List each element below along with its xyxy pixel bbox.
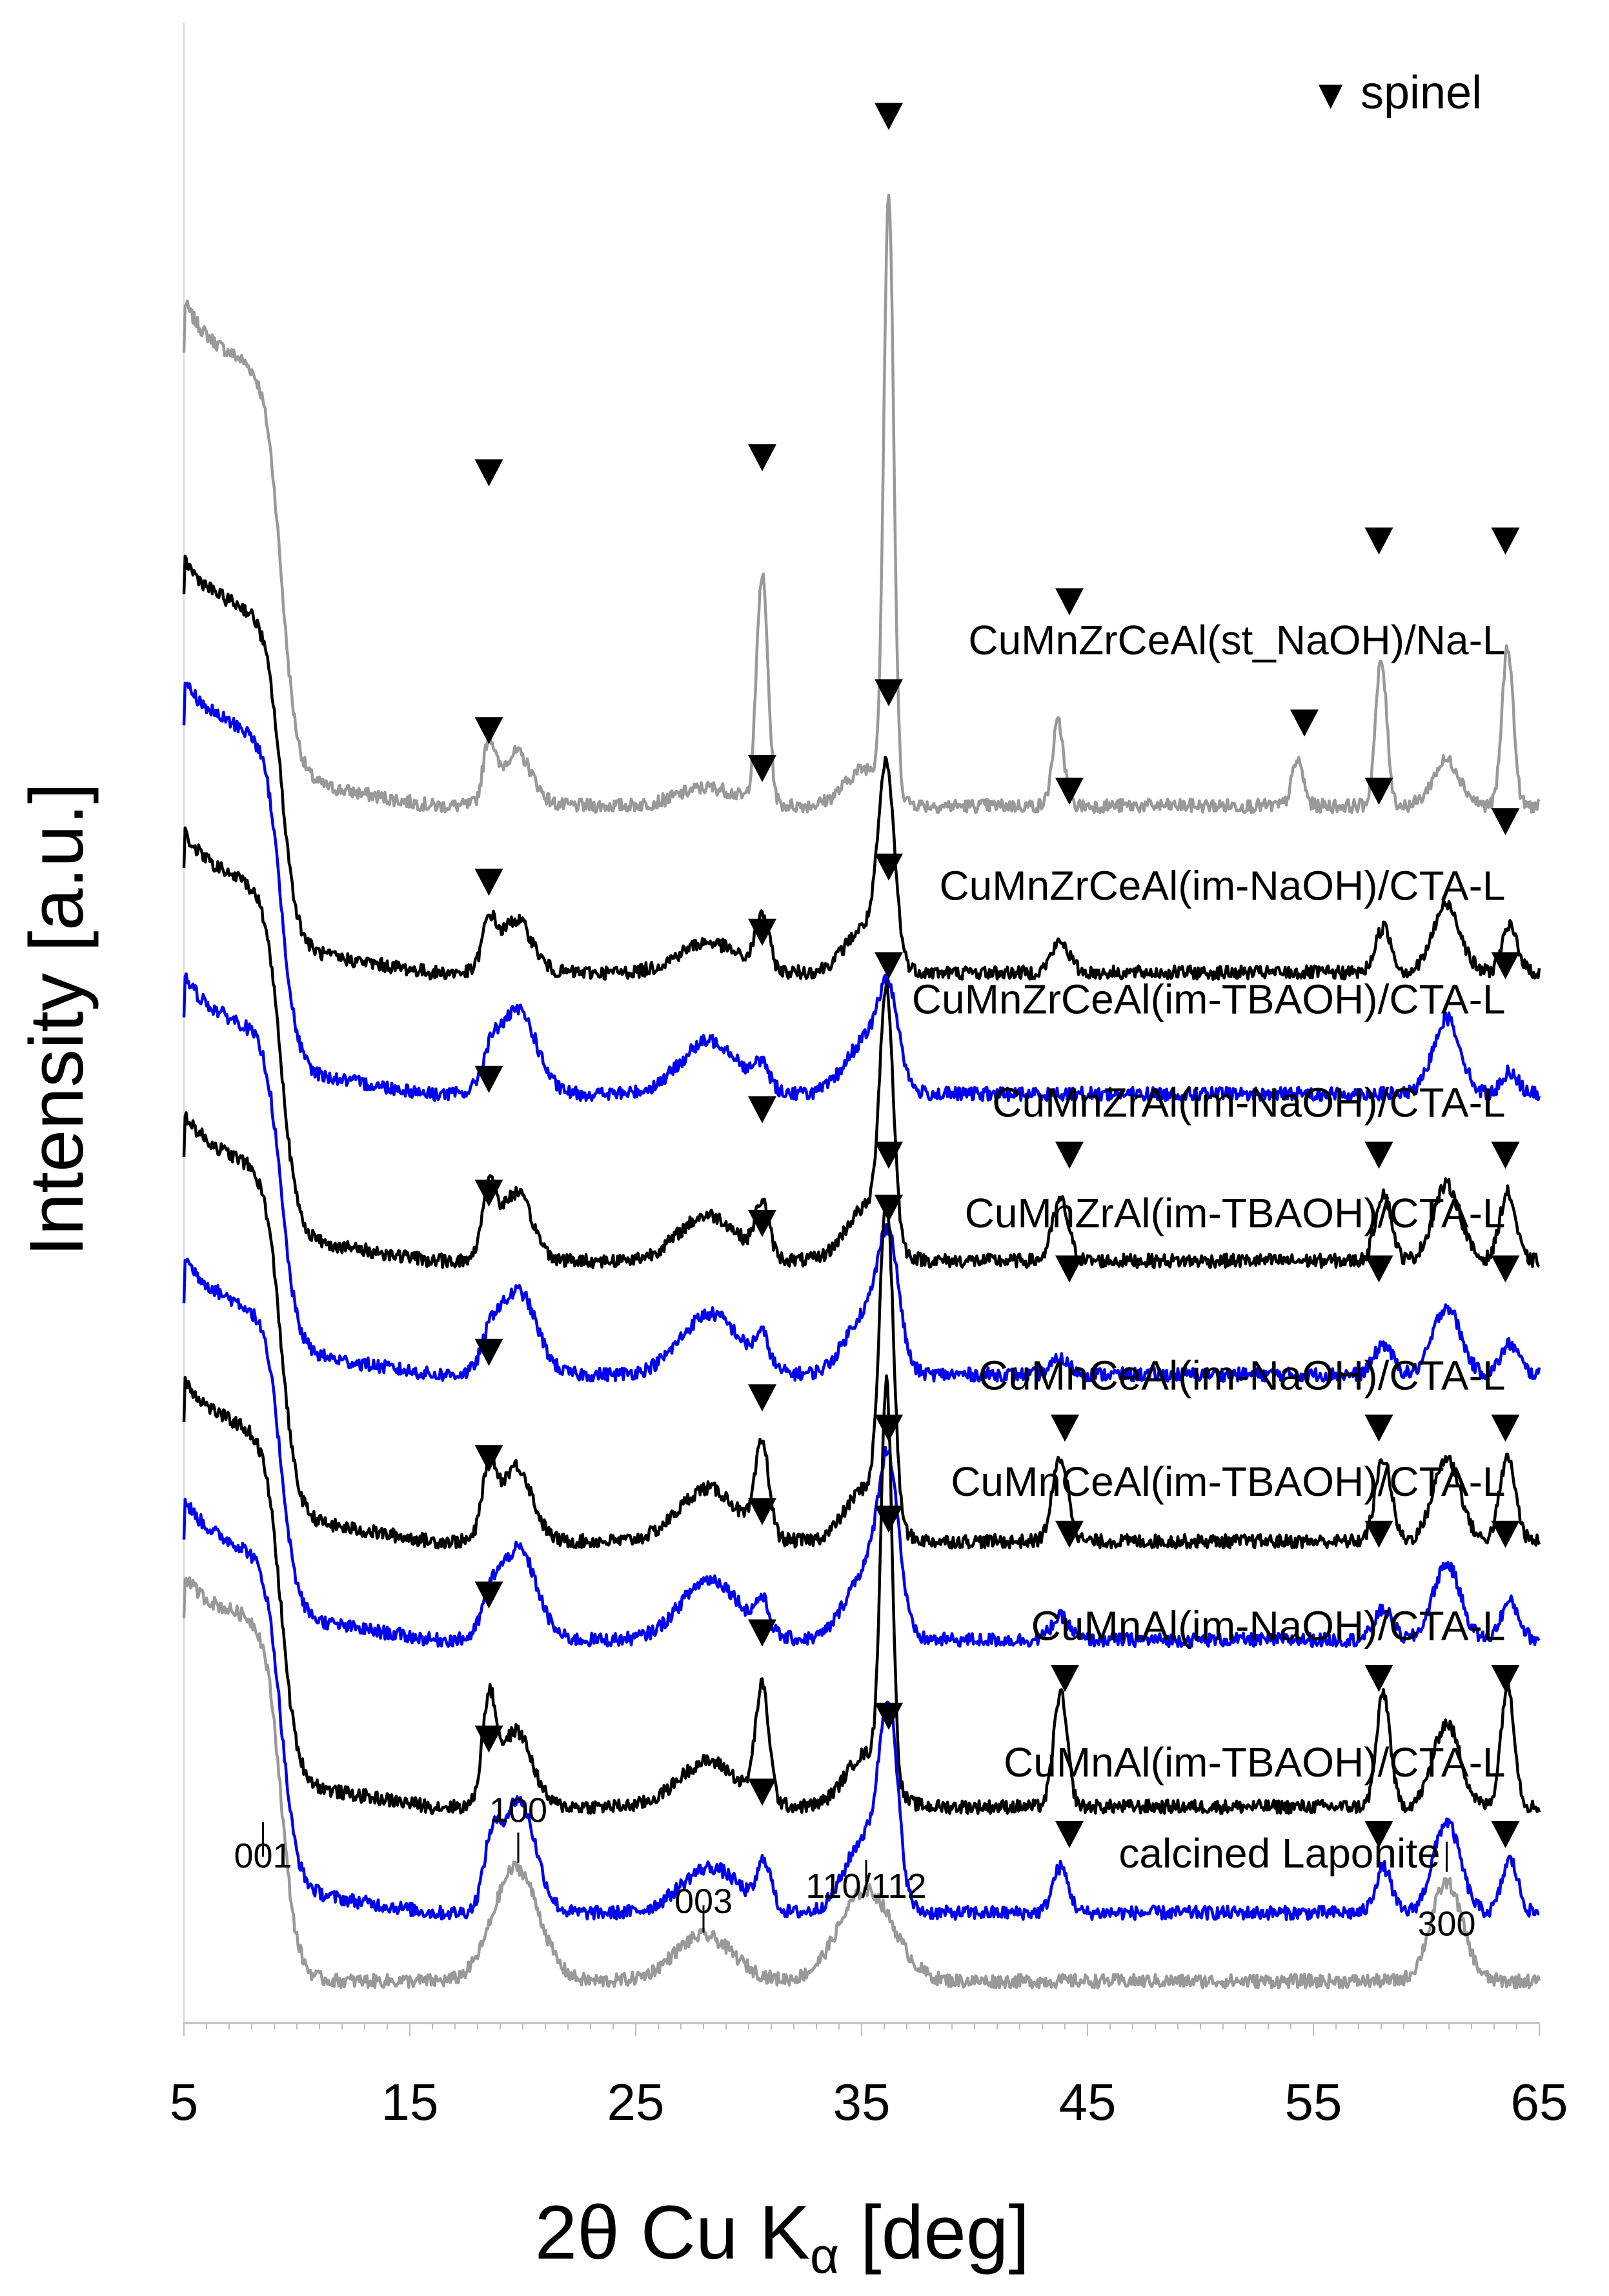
- series-line: [182, 1111, 1541, 1550]
- annotation-label: 001: [234, 1837, 292, 1875]
- series-label: CuMnCeAl(im-NaOH)/CTA-L: [978, 1353, 1506, 1399]
- annotation-label: 100: [489, 1791, 547, 1829]
- spinel-marker: [474, 717, 503, 745]
- x-axis-label: 2θ Cu Kα [deg]: [535, 2190, 1030, 2284]
- legend: ▼ spinel: [1310, 67, 1482, 119]
- annotation-label: 110/112: [805, 1867, 926, 1906]
- axes: 5 15 25 35 45 55 65: [170, 23, 1568, 2131]
- spinel-marker: [1051, 1415, 1079, 1442]
- x-tick-label: 35: [833, 2073, 891, 2131]
- spinel-marker: [1055, 588, 1084, 616]
- x-axis-label-sub: α: [810, 2227, 839, 2284]
- spinel-marker: [474, 1180, 503, 1207]
- x-tick-label: 55: [1285, 2073, 1342, 2131]
- spinel-marker: [1055, 1255, 1084, 1283]
- x-tick-label: 5: [170, 2073, 199, 2131]
- x-tick-label: 65: [1511, 2073, 1568, 2131]
- series-label: CuMnZrAl(im-TBAOH)/CTA-L: [965, 1190, 1506, 1236]
- spinel-markers: [474, 103, 1520, 1849]
- spinel-marker: [1491, 1821, 1520, 1849]
- spinel-marker: [1491, 1255, 1520, 1283]
- series-line: [182, 972, 1541, 1383]
- spinel-marker: [748, 755, 776, 782]
- spinel-marker: [1055, 1821, 1084, 1849]
- spinel-marker: [1491, 527, 1520, 555]
- series-line: [182, 681, 1541, 1103]
- spinel-marker: [1364, 1520, 1393, 1548]
- x-axis-label-unit: [deg]: [839, 2190, 1029, 2275]
- x-axis-label-main: 2θ Cu K: [535, 2190, 810, 2275]
- spinel-marker: [474, 1445, 503, 1473]
- x-tick-label: 15: [381, 2073, 439, 2131]
- spinel-marker: [748, 444, 776, 472]
- spinel-marker: [1491, 1665, 1520, 1692]
- spinel-marker: [474, 1581, 503, 1609]
- traces: [182, 194, 1541, 1989]
- legend-marker: ▼: [1310, 71, 1351, 117]
- spinel-marker: [875, 952, 903, 980]
- legend-label: spinel: [1361, 67, 1482, 119]
- series-line: [182, 194, 1541, 814]
- spinel-marker: [1055, 778, 1084, 805]
- spinel-marker: [748, 1778, 776, 1806]
- series-line: [182, 554, 1541, 982]
- spinel-marker: [1491, 1415, 1520, 1442]
- spinel-marker: [875, 1415, 903, 1442]
- spinel-marker: [1364, 778, 1393, 805]
- spinel-marker: [1364, 527, 1393, 555]
- spinel-marker: [474, 1065, 503, 1093]
- spinel-marker: [474, 1338, 503, 1366]
- series-label: CuMnCeAl(im-TBAOH)/CTA-L: [951, 1458, 1505, 1505]
- reflection-annotations: 001 100 003 110/112 300: [234, 1791, 1475, 1943]
- spinel-marker: [1491, 808, 1520, 836]
- series-line: [182, 1257, 1541, 1649]
- spinel-marker: [748, 1619, 776, 1647]
- spinel-marker: [1055, 1142, 1084, 1169]
- series-line: [182, 1497, 1540, 1922]
- spinel-marker: [1364, 1142, 1393, 1169]
- spinel-marker: [1364, 1415, 1393, 1442]
- series-label: CuMnZrCeAl(st_NaOH)/Na-L: [968, 617, 1505, 663]
- spinel-marker: [1055, 1520, 1084, 1548]
- spinel-marker: [875, 1194, 903, 1222]
- x-tick-label: 25: [607, 2073, 665, 2131]
- series-label: CuMnZrCeAl(im-NaOH)/CTA-L: [939, 862, 1505, 909]
- spinel-marker: [875, 1505, 903, 1533]
- spinel-marker: [1290, 709, 1319, 737]
- spinel-marker: [474, 459, 503, 487]
- series-label: CuMnZrCeAl(im-TBAOH)/CTA-L: [912, 976, 1506, 1023]
- series-label: CuMnZrAl(im-NaOH)/CTA-L: [992, 1080, 1505, 1126]
- spinel-marker: [1491, 1142, 1520, 1169]
- series-line: [182, 1374, 1541, 1815]
- spinel-marker: [474, 869, 503, 896]
- spinel-marker: [1491, 1520, 1520, 1548]
- series-line: [182, 826, 1541, 1269]
- series-label: CuMnAl(im-TBAOH)/CTA-L: [1004, 1739, 1506, 1786]
- spinel-marker: [748, 1384, 776, 1412]
- spinel-marker: [875, 1702, 903, 1730]
- spinel-marker: [1364, 1821, 1393, 1849]
- spinel-marker: [748, 918, 776, 946]
- spinel-marker: [875, 679, 903, 707]
- series-labels: CuMnZrCeAl(st_NaOH)/Na-L CuMnZrCeAl(im-Na…: [912, 617, 1506, 1877]
- annotation-label: 003: [674, 1882, 733, 1920]
- series-line: [182, 1576, 1541, 1989]
- spinel-marker: [875, 853, 903, 881]
- series-label: calcined Laponite: [1118, 1830, 1440, 1877]
- x-tick-label: 45: [1059, 2073, 1117, 2131]
- spinel-marker: [1051, 1665, 1079, 1692]
- spinel-marker: [748, 1096, 776, 1123]
- spinel-marker: [748, 1210, 776, 1237]
- spinel-marker: [1491, 952, 1520, 980]
- spinel-marker: [474, 1726, 503, 1753]
- spinel-marker: [748, 1498, 776, 1526]
- spinel-marker: [875, 103, 903, 130]
- series-label: CuMnAl(im-NaOH)/CTA-L: [1031, 1602, 1506, 1649]
- spinel-marker: [1364, 1665, 1393, 1692]
- spinel-marker: [1364, 1255, 1393, 1283]
- y-axis-label: Intensity [a.u.]: [14, 783, 99, 1257]
- spinel-marker: [875, 1142, 903, 1169]
- annotation-label: 300: [1417, 1905, 1475, 1944]
